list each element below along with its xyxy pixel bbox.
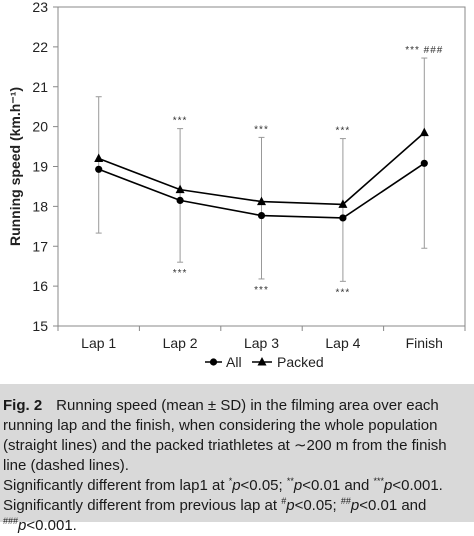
data-point-all [420,159,428,167]
y-tick-label: 23 [32,0,48,15]
data-point-packed [338,199,348,208]
figure-caption: Fig. 2 Running speed (mean ± SD) in the f… [0,384,474,534]
caption-text: Running speed (mean ± SD) in the filming… [3,397,447,474]
significance-label-below: *** [254,285,269,296]
chart-area: 15 16 17 18 19 20 21 22 23 Lap 1 Lap 2 Lap 3 Lap 4 Fi… [7,0,466,370]
data-point-all [95,165,103,173]
data-point-all [257,211,266,220]
data-point-packed [419,127,429,137]
legend-marker-packed [257,357,267,366]
running-speed-chart: 15 16 17 18 19 20 21 22 23 Lap 1 Lap 2 Lap 3 Lap 4 Fi… [7,0,466,370]
x-tick-label: Lap 2 [163,335,198,351]
caption-main: Fig. 2 Running speed (mean ± SD) in the f… [3,396,470,476]
data-point-all [176,196,184,204]
y-axis-title: Running speed (km.h⁻¹) [7,87,23,246]
caption-sig-previous: Significantly different from previous la… [3,496,427,535]
y-tick-label: 19 [32,159,48,175]
y-tick-label: 16 [32,278,48,294]
data-point-all [339,214,347,222]
data-point-packed [257,196,266,206]
y-tick-label: 20 [32,119,48,135]
y-tick-label: 18 [32,198,48,214]
legend-label-all: All [226,354,242,370]
x-tick-label: Lap 3 [244,335,279,351]
y-tick-label: 21 [32,79,48,95]
legend-label-packed: Packed [277,354,324,370]
caption-sig-lap1: Significantly different from lap1 at *p<… [3,476,443,495]
y-tick-label: 22 [32,39,48,55]
legend-marker-all [209,358,218,366]
significance-label-above: *** ### [405,45,443,56]
significance-label-below: *** [173,268,188,279]
significance-label-above: *** [173,116,188,127]
figure-label: Fig. 2 [3,397,43,414]
x-tick-label: Finish [406,335,443,351]
significance-label-above: *** [336,126,351,137]
data-point-packed [94,153,104,163]
data-point-packed [175,184,185,194]
significance-label-above: *** [254,124,269,135]
y-tick-label: 17 [32,238,48,254]
x-tick-label: Lap 1 [81,335,116,351]
significance-label-below: *** [336,287,351,298]
x-tick-label: Lap 4 [325,335,360,351]
y-tick-label: 15 [32,318,48,334]
